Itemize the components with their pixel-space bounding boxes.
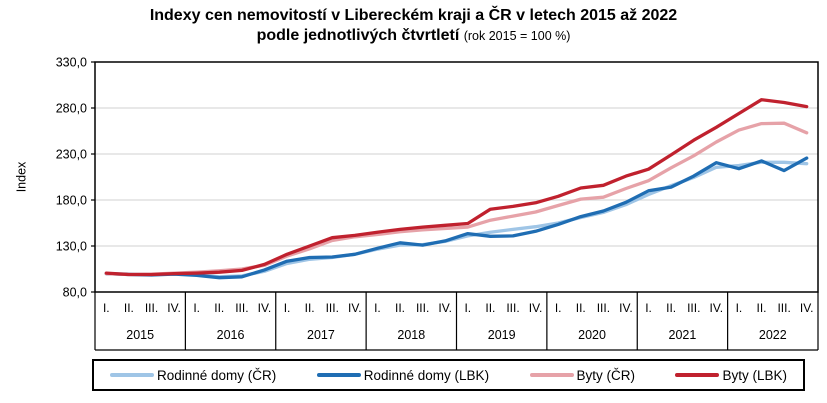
legend-swatch-rodinne-cr <box>110 372 154 378</box>
series-line-rodinne_cr <box>104 160 809 279</box>
x-quarter-label: IV. <box>800 301 814 315</box>
x-quarter-label: III. <box>687 301 700 315</box>
x-year-label: 2017 <box>307 328 335 342</box>
chart-title-block: Indexy cen nemovitostí v Libereckém kraj… <box>0 6 827 46</box>
x-year-label: 2020 <box>578 328 606 342</box>
x-quarter-label: IV. <box>438 301 452 315</box>
legend-swatch-rodinne-lbk <box>316 372 361 378</box>
series-lines <box>104 98 809 280</box>
legend-label-rodinne-lbk: Rodinné domy (LBK) <box>363 367 490 383</box>
x-quarter-label: I. <box>464 301 471 315</box>
x-quarter-label: III. <box>145 301 158 315</box>
legend-swatch-byty-cr <box>529 372 574 378</box>
x-quarter-label: III. <box>416 301 429 315</box>
x-year-label: 2015 <box>126 328 154 342</box>
series-line-byty_cr <box>104 121 809 277</box>
x-year-label: 2018 <box>397 328 425 342</box>
x-quarter-label: II. <box>576 301 586 315</box>
y-tick-label: 280,0 <box>56 102 87 116</box>
plot-frame <box>94 61 819 293</box>
legend-item-rodinne-cr: Rodinné domy (ČR) <box>110 368 276 383</box>
chart-title: Indexy cen nemovitostí v Libereckém kraj… <box>149 7 678 24</box>
legend-item-byty-lbk: Byty (LBK) <box>675 368 787 383</box>
x-quarter-label: IV. <box>710 301 724 315</box>
y-tick-label: 130,0 <box>56 240 87 254</box>
x-year-label: 2019 <box>488 328 516 342</box>
x-quarter-label: I. <box>736 301 743 315</box>
x-quarter-label: III. <box>597 301 610 315</box>
x-quarter-label: IV. <box>167 301 181 315</box>
chart-subtitle: podle jednotlivých čtvrtletí (rok 2015 =… <box>0 26 827 46</box>
x-quarter-label: II. <box>666 301 676 315</box>
x-quarter-label: I. <box>284 301 291 315</box>
x-quarter-label: I. <box>374 301 381 315</box>
x-year-label: 2022 <box>759 328 787 342</box>
x-quarter-label: I. <box>555 301 562 315</box>
legend-label-byty-cr: Byty (ČR) <box>576 367 636 383</box>
x-quarter-label: III. <box>235 301 248 315</box>
series-line-byty_lbk <box>104 98 809 277</box>
series-line-rodinne_lbk <box>104 156 809 280</box>
x-quarter-label: III. <box>777 301 790 315</box>
legend-swatch-byty-lbk <box>675 372 720 378</box>
x-quarter-label: IV. <box>348 301 362 315</box>
x-year-label: 2021 <box>669 328 697 342</box>
x-axis-band: I. II. III. IV. 2015 I. II. III. IV. 2016 I. II. III… <box>94 292 819 351</box>
x-quarter-label: II. <box>214 301 224 315</box>
y-tick-label: 330,0 <box>56 56 87 70</box>
x-quarter-label: III. <box>506 301 519 315</box>
y-tick-label: 230,0 <box>56 148 87 162</box>
x-quarter-label: IV. <box>619 301 633 315</box>
x-quarter-label: I. <box>193 301 200 315</box>
chart-subtitle-bold: podle jednotlivých čtvrtletí <box>256 27 460 44</box>
x-quarter-label: III. <box>326 301 339 315</box>
x-quarter-label: II. <box>395 301 405 315</box>
x-quarter-label: II. <box>757 301 767 315</box>
chart-subtitle-note: (rok 2015 = 100 %) <box>463 29 571 43</box>
x-quarter-label: II. <box>485 301 495 315</box>
x-quarter-label: IV. <box>258 301 272 315</box>
y-tick-label: 80,0 <box>63 286 87 300</box>
legend-item-rodinne-lbk: Rodinné domy (LBK) <box>316 367 490 383</box>
y-axis-ticks: 330,0 280,0 230,0 180,0 130,0 80,0 <box>56 56 95 300</box>
y-tick-label: 180,0 <box>56 194 87 208</box>
x-quarter-label: I. <box>645 301 652 315</box>
legend-label-rodinne-cr: Rodinné domy (ČR) <box>157 367 277 383</box>
legend-label-byty-lbk: Byty (LBK) <box>722 367 787 383</box>
x-year-label: 2016 <box>217 328 245 342</box>
x-quarter-label: I. <box>103 301 110 315</box>
legend-item-byty-cr: Byty (ČR) <box>529 367 636 383</box>
x-quarter-label: IV. <box>529 301 543 315</box>
x-quarter-label: II. <box>305 301 315 315</box>
legend-box: Rodinné domy (ČR) Rodinné domy (LBK) Byt… <box>92 359 805 391</box>
x-quarter-label: II. <box>124 301 134 315</box>
